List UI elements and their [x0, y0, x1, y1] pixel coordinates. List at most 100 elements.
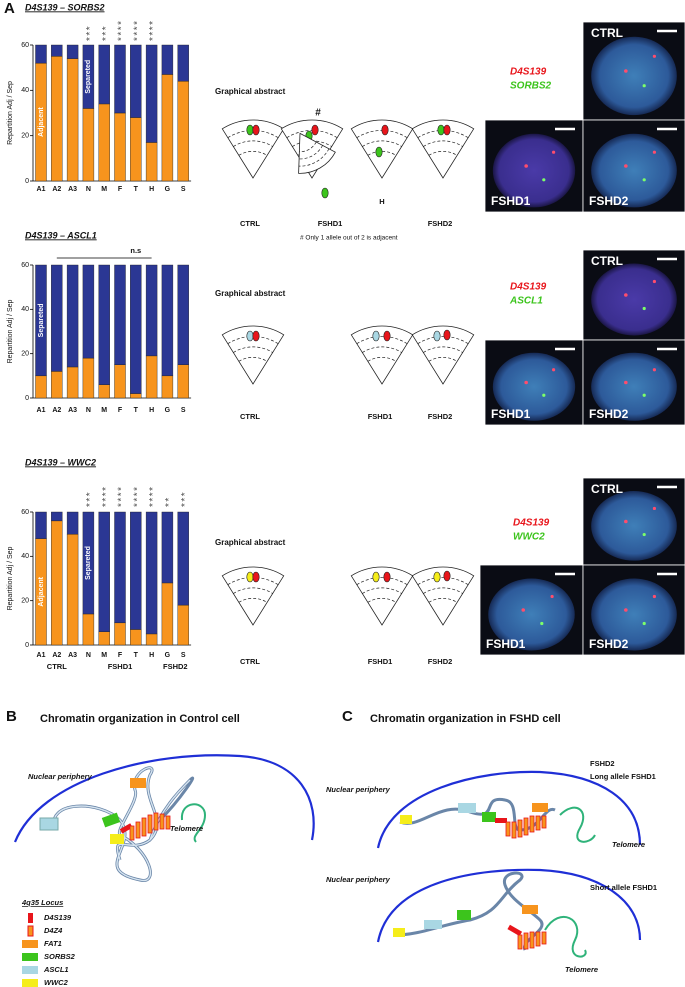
bar-segment — [66, 511, 79, 535]
y-tick-label: 40 — [21, 306, 29, 313]
bar-segment — [98, 103, 110, 182]
legend-swatch — [28, 913, 33, 923]
bar-segment — [82, 511, 95, 615]
sector-arc — [362, 587, 402, 594]
legend-swatch — [27, 925, 34, 937]
allele — [246, 330, 254, 342]
y-tick-label: 60 — [21, 509, 29, 516]
x-tick-label: G — [165, 407, 171, 414]
sector — [411, 566, 475, 626]
sector — [411, 119, 475, 179]
abstract-label: FSHD2 — [428, 219, 453, 228]
wwc2-block — [400, 815, 412, 824]
sector — [221, 566, 285, 626]
bar-segment — [66, 264, 79, 368]
bar-segment — [130, 393, 142, 399]
legend-label: ASCL1 — [43, 965, 69, 974]
annotation: n.s — [130, 246, 141, 255]
d4s139-block — [507, 924, 523, 937]
bar-segment — [145, 511, 158, 635]
bar-segment — [161, 582, 174, 646]
allele — [437, 124, 445, 136]
significance: **** — [101, 485, 112, 507]
legend-label: D4S139 — [44, 913, 72, 922]
x-tick-label: M — [101, 186, 107, 193]
abstract-label: FSHD2 — [428, 657, 453, 666]
x-tick-label: G — [165, 186, 171, 193]
bar-segment — [35, 511, 47, 539]
bar-segment — [177, 511, 189, 606]
fish-signal — [642, 84, 646, 88]
sector-arc — [299, 141, 317, 153]
x-tick-label: M — [101, 407, 107, 414]
telomere-label: Telomere — [565, 965, 598, 974]
x-tick-label: N — [86, 186, 91, 193]
fish-signal — [624, 380, 628, 385]
allele — [372, 330, 380, 342]
bar-segment — [66, 44, 79, 59]
bar-segment — [114, 264, 126, 365]
bar-segment — [66, 58, 79, 182]
allele — [443, 329, 451, 341]
panel-label: B — [6, 708, 17, 725]
fish-signal — [642, 393, 646, 397]
bar-segment — [98, 264, 110, 385]
allele — [381, 124, 389, 136]
bar-segment — [35, 375, 47, 399]
fat1-block — [532, 803, 548, 812]
bar-segment — [145, 633, 158, 646]
fish-signal — [652, 368, 657, 372]
group-label: CTRL — [47, 662, 67, 671]
fish-signal — [524, 380, 528, 385]
x-tick-label: A2 — [52, 652, 61, 659]
legend-title: 4q35 Locus — [21, 898, 63, 907]
legend-label: WWC2 — [44, 978, 69, 987]
ascl1-block — [39, 817, 59, 831]
panel-title: Chromatin organization in Control cell — [40, 713, 240, 725]
fish-signal — [521, 608, 526, 612]
group-label: FSHD2 — [163, 662, 188, 671]
x-tick-label: T — [134, 407, 139, 414]
d4z4-array — [129, 812, 171, 841]
abstract-sample: H — [379, 197, 384, 206]
significance: ** — [164, 496, 175, 507]
telomere-label: Telomere — [170, 824, 203, 833]
sector-arc — [238, 357, 268, 362]
x-tick-label: S — [181, 186, 186, 193]
fat1-block — [522, 905, 538, 914]
bar-segment — [161, 74, 174, 182]
micrograph-label: CTRL — [591, 254, 623, 268]
bar-segment — [130, 117, 142, 182]
periphery-label: Nuclear periphery — [326, 785, 391, 794]
bar-segment — [35, 264, 47, 377]
sector-arc — [233, 587, 273, 594]
significance: *** — [180, 491, 191, 507]
fish-signal — [624, 69, 628, 73]
series-label: Separeted — [85, 60, 92, 94]
x-tick-label: G — [165, 652, 171, 659]
allele — [246, 124, 254, 136]
sector-arc — [356, 577, 408, 585]
x-tick-label: T — [134, 186, 139, 193]
bar-segment — [114, 364, 126, 399]
d4z4-array — [505, 815, 547, 839]
x-tick-label: F — [118, 652, 123, 659]
abstract-label: CTRL — [240, 657, 260, 666]
bar-segment — [82, 108, 95, 182]
micrograph-label: FSHD2 — [589, 194, 629, 208]
chromatin-fiber — [53, 767, 191, 882]
significance: **** — [117, 485, 128, 507]
group-label: FSHD2 — [590, 759, 615, 768]
chromatin-fiber — [394, 871, 544, 951]
significance: **** — [117, 19, 128, 41]
y-tick-label: 40 — [21, 87, 29, 94]
fat1-block — [130, 778, 146, 788]
abstract-title: Graphical abstract — [215, 289, 286, 298]
allele — [372, 571, 380, 583]
legend-label: D4Z4 — [44, 926, 63, 935]
y-tick-label: 20 — [21, 351, 29, 358]
x-tick-label: A1 — [37, 407, 46, 414]
allele-label: Long allele FSHD1 — [590, 772, 656, 781]
sector-arc — [362, 346, 402, 353]
